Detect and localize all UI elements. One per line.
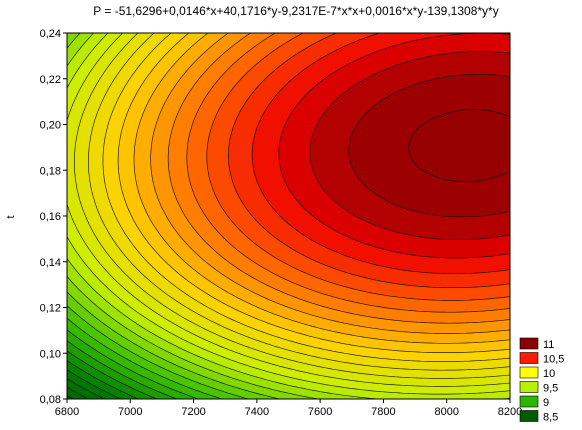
contour-line: [309, 51, 511, 241]
legend-swatch: [519, 395, 539, 408]
chart-title: P = -51,6296+0,0146*x+40,1716*y-9,2317E-…: [93, 4, 498, 18]
legend-label: 9,5: [543, 383, 558, 395]
legend-label: 9: [543, 397, 549, 409]
contour-line: [66, 378, 105, 400]
contour-line: [66, 360, 139, 400]
contour-line: [228, 32, 511, 289]
contour-line: [102, 32, 511, 362]
contour-line: [186, 32, 511, 313]
contour-line: [66, 340, 178, 400]
x-tick-label: 7800: [371, 406, 395, 418]
contour-line: [117, 32, 511, 353]
y-tick-label: 0,16: [40, 211, 61, 223]
contour-line: [167, 32, 511, 324]
contour-line: [133, 32, 511, 344]
x-tick-label: 7400: [245, 406, 269, 418]
legend-swatch: [519, 410, 539, 422]
x-tick-label: 7600: [308, 406, 332, 418]
contour-line: [66, 32, 511, 400]
contour-line: [66, 291, 280, 400]
y-tick-label: 0,08: [40, 394, 61, 406]
legend-label: 8,5: [543, 412, 558, 424]
legend-swatch: [519, 366, 539, 379]
contour-bands: [67, 33, 510, 399]
contour-line: [66, 305, 249, 400]
y-tick-label: 0,18: [40, 165, 61, 177]
contour-line: [408, 109, 511, 182]
x-tick-label: 7000: [118, 406, 142, 418]
contour-lines: [66, 32, 511, 400]
contour-fill: [67, 33, 510, 399]
y-axis: 0,08 0,10 0,12 0,14 0,16 0,18 0,20 0,22 0,24: [40, 28, 67, 406]
contour-line: [74, 32, 511, 379]
contour-line: [66, 32, 319, 400]
x-tick-label: 8200: [498, 406, 522, 418]
legend-swatch: [519, 337, 539, 350]
contour-line: [66, 350, 158, 400]
contour-line: [66, 386, 89, 400]
y-tick-label: 0,22: [40, 74, 61, 86]
legend: 11 10,5 10 9,5 9 8,5: [519, 337, 564, 424]
x-axis: 6800 7000 7200 7400 7600 7800 8000 8200: [55, 399, 522, 418]
legend-label: 11: [543, 339, 554, 351]
contour-line: [66, 317, 223, 400]
contour-line: [251, 32, 511, 275]
y-tick-label: 0,20: [40, 120, 61, 132]
contour-line: [348, 73, 511, 218]
y-tick-label: 0,14: [40, 257, 61, 269]
contour-line: [66, 329, 199, 400]
legend-swatch: [519, 352, 539, 364]
x-tick-label: 8000: [434, 406, 458, 418]
x-tick-label: 6800: [55, 406, 79, 418]
legend-label: 10,5: [543, 354, 564, 366]
legend-swatch: [519, 381, 539, 393]
contour-line: [278, 32, 511, 259]
y-tick-label: 0,12: [40, 303, 61, 315]
contour-line: [206, 32, 511, 301]
contour-line: [88, 32, 511, 371]
contour-line: [66, 32, 511, 395]
y-tick-label: 0,24: [40, 28, 61, 40]
y-tick-label: 0,10: [40, 348, 61, 360]
contour-line: [150, 32, 511, 334]
legend-label: 10: [543, 368, 555, 380]
y-axis-label: t: [5, 215, 17, 218]
contour-line: [66, 32, 511, 387]
x-tick-label: 7200: [181, 406, 205, 418]
